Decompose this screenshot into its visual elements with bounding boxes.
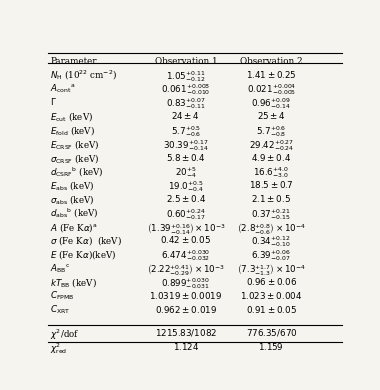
Text: Observation 1: Observation 1 bbox=[155, 57, 217, 66]
Text: $E$ (Fe K$\alpha$)(keV): $E$ (Fe K$\alpha$)(keV) bbox=[51, 248, 117, 261]
Text: $A$ (Fe K$\alpha$)$^{\rm a}$: $A$ (Fe K$\alpha$)$^{\rm a}$ bbox=[51, 221, 98, 234]
Text: $30.39^{+0.17}_{-0.14}$: $30.39^{+0.17}_{-0.14}$ bbox=[163, 138, 209, 153]
Text: $1.0319 \pm 0.0019$: $1.0319 \pm 0.0019$ bbox=[149, 290, 223, 301]
Text: $0.60^{+0.24}_{-0.17}$: $0.60^{+0.24}_{-0.17}$ bbox=[166, 207, 206, 222]
Text: $N_{\rm H}$ (10$^{22}$ cm$^{-2}$): $N_{\rm H}$ (10$^{22}$ cm$^{-2}$) bbox=[51, 69, 117, 82]
Text: $A_{\rm cont}$$^{\rm a}$: $A_{\rm cont}$$^{\rm a}$ bbox=[51, 83, 76, 95]
Text: Parameter: Parameter bbox=[51, 57, 97, 66]
Text: $C_{\rm FPMB}$: $C_{\rm FPMB}$ bbox=[51, 290, 75, 302]
Text: $1.41 \pm 0.25$: $1.41 \pm 0.25$ bbox=[246, 69, 296, 80]
Text: $2.1 \pm 0.5$: $2.1 \pm 0.5$ bbox=[252, 193, 291, 204]
Text: $1.05^{+0.11}_{-0.12}$: $1.05^{+0.11}_{-0.12}$ bbox=[166, 69, 206, 83]
Text: $1215.83/1082$: $1215.83/1082$ bbox=[155, 327, 217, 338]
Text: $1.159$: $1.159$ bbox=[258, 341, 284, 352]
Text: $\Gamma$: $\Gamma$ bbox=[51, 96, 57, 107]
Text: $5.7^{+0.6}_{-0.8}$: $5.7^{+0.6}_{-0.8}$ bbox=[256, 124, 287, 139]
Text: $0.37^{+0.21}_{-0.15}$: $0.37^{+0.21}_{-0.15}$ bbox=[252, 207, 291, 222]
Text: $776.35/670$: $776.35/670$ bbox=[245, 327, 297, 338]
Text: $25 \pm 4$: $25 \pm 4$ bbox=[257, 110, 286, 121]
Text: $A_{\rm BB}$$^{\rm c}$: $A_{\rm BB}$$^{\rm c}$ bbox=[51, 262, 71, 275]
Text: $d_{\rm abs}$$^{\rm b}$ (keV): $d_{\rm abs}$$^{\rm b}$ (keV) bbox=[51, 207, 99, 220]
Text: $20^{+5}_{-4}$: $20^{+5}_{-4}$ bbox=[175, 165, 197, 180]
Text: $E_{\rm fold}$ (keV): $E_{\rm fold}$ (keV) bbox=[51, 124, 95, 137]
Text: $1.124$: $1.124$ bbox=[173, 341, 199, 352]
Text: $0.021^{+0.004}_{-0.005}$: $0.021^{+0.004}_{-0.005}$ bbox=[247, 83, 296, 98]
Text: $\chi^2$/dof: $\chi^2$/dof bbox=[51, 327, 80, 342]
Text: $E_{\rm abs}$ (keV): $E_{\rm abs}$ (keV) bbox=[51, 179, 95, 192]
Text: Observation 2: Observation 2 bbox=[240, 57, 302, 66]
Text: $6.39^{+0.06}_{-0.07}$: $6.39^{+0.06}_{-0.07}$ bbox=[252, 248, 291, 263]
Text: $0.91 \pm 0.05$: $0.91 \pm 0.05$ bbox=[246, 303, 297, 315]
Text: $0.96^{+0.09}_{-0.14}$: $0.96^{+0.09}_{-0.14}$ bbox=[251, 96, 291, 111]
Text: $0.83^{+0.07}_{-0.11}$: $0.83^{+0.07}_{-0.11}$ bbox=[166, 96, 206, 111]
Text: $4.9 \pm 0.4$: $4.9 \pm 0.4$ bbox=[251, 152, 291, 163]
Text: $\left(2.22^{+0.41}_{-0.29}\right) \times 10^{-3}$: $\left(2.22^{+0.41}_{-0.29}\right) \time… bbox=[147, 262, 225, 277]
Text: $29.42^{+0.27}_{-0.24}$: $29.42^{+0.27}_{-0.24}$ bbox=[249, 138, 294, 153]
Text: $1.023 \pm 0.004$: $1.023 \pm 0.004$ bbox=[240, 290, 302, 301]
Text: $16.6^{+4.0}_{-3.0}$: $16.6^{+4.0}_{-3.0}$ bbox=[253, 165, 289, 180]
Text: $0.899^{+0.030}_{-0.031}$: $0.899^{+0.030}_{-0.031}$ bbox=[162, 276, 211, 291]
Text: $0.061^{+0.008}_{-0.010}$: $0.061^{+0.008}_{-0.010}$ bbox=[161, 83, 211, 98]
Text: $C_{\rm XRT}$: $C_{\rm XRT}$ bbox=[51, 303, 71, 316]
Text: $18.5 \pm 0.7$: $18.5 \pm 0.7$ bbox=[249, 179, 294, 190]
Text: $19.0^{+0.5}_{-0.4}$: $19.0^{+0.5}_{-0.4}$ bbox=[168, 179, 204, 194]
Text: $E_{\rm cut}$ (keV): $E_{\rm cut}$ (keV) bbox=[51, 110, 93, 123]
Text: $E_{\rm CRSF}$ (keV): $E_{\rm CRSF}$ (keV) bbox=[51, 138, 100, 151]
Text: $\left(7.3^{+1.7}_{-1.3}\right) \times 10^{-4}$: $\left(7.3^{+1.7}_{-1.3}\right) \times 1… bbox=[237, 262, 306, 277]
Text: $kT_{\rm BB}$ (keV): $kT_{\rm BB}$ (keV) bbox=[51, 276, 97, 289]
Text: $0.42 \pm 0.05$: $0.42 \pm 0.05$ bbox=[160, 234, 211, 245]
Text: $\left(2.8^{+0.8}_{-0.6}\right) \times 10^{-4}$: $\left(2.8^{+0.8}_{-0.6}\right) \times 1… bbox=[237, 221, 306, 236]
Text: $\left(1.39^{+0.16}_{-0.14}\right) \times 10^{-3}$: $\left(1.39^{+0.16}_{-0.14}\right) \time… bbox=[147, 221, 225, 236]
Text: $\sigma_{\rm CRSF}$ (keV): $\sigma_{\rm CRSF}$ (keV) bbox=[51, 152, 100, 165]
Text: $6.474^{+0.030}_{-0.032}$: $6.474^{+0.030}_{-0.032}$ bbox=[161, 248, 211, 263]
Text: $d_{\rm CSRF}$$^{\rm b}$ (keV): $d_{\rm CSRF}$$^{\rm b}$ (keV) bbox=[51, 165, 104, 179]
Text: $5.7^{+0.5}_{-0.6}$: $5.7^{+0.5}_{-0.6}$ bbox=[171, 124, 201, 139]
Text: $0.962 \pm 0.019$: $0.962 \pm 0.019$ bbox=[155, 303, 217, 315]
Text: $2.5 \pm 0.4$: $2.5 \pm 0.4$ bbox=[166, 193, 206, 204]
Text: $24 \pm 4$: $24 \pm 4$ bbox=[171, 110, 200, 121]
Text: $\sigma$ (Fe K$\alpha$)  (keV): $\sigma$ (Fe K$\alpha$) (keV) bbox=[51, 234, 122, 247]
Text: $0.96 \pm 0.06$: $0.96 \pm 0.06$ bbox=[246, 276, 297, 287]
Text: $\sigma_{\rm abs}$ (keV): $\sigma_{\rm abs}$ (keV) bbox=[51, 193, 95, 206]
Text: $5.8 \pm 0.4$: $5.8 \pm 0.4$ bbox=[166, 152, 206, 163]
Text: $\chi^2_{\rm red}$: $\chi^2_{\rm red}$ bbox=[51, 341, 68, 356]
Text: $0.34^{+0.12}_{-0.10}$: $0.34^{+0.12}_{-0.10}$ bbox=[252, 234, 291, 249]
